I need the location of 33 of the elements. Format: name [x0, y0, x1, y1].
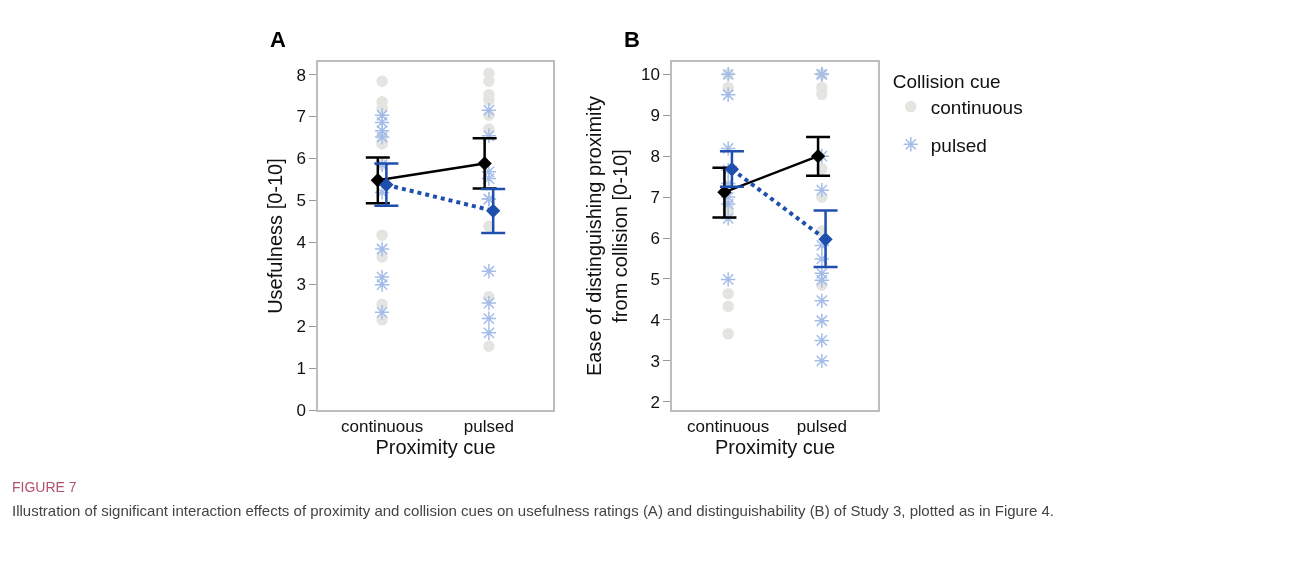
y-tick-label: 1 [296, 359, 306, 379]
y-axis-title: Usefulness [0-10] [264, 158, 287, 314]
y-tick-label: 2 [296, 317, 306, 337]
y-axis-title: Ease of distinguishing proximity from collision [0-10] [582, 95, 631, 377]
y-tick-label: 4 [296, 233, 306, 253]
legend-label: continuous [930, 96, 1023, 118]
x-axis-title: Proximity cue [714, 436, 836, 459]
y-tick-label: 7 [296, 107, 306, 127]
caption: FIGURE 7 [12, 479, 77, 495]
y-tick-label: 3 [296, 275, 306, 295]
x-tick-label: continuous [687, 417, 770, 437]
y-tick-label: 2 [650, 392, 660, 412]
y-tick-label: 8 [650, 147, 660, 167]
text: Illustration of significant interaction effects of proximity and collision cues on usefulness ratings (A) and distinguishability (B) of Study 3, plotted as in Figure 4. [12, 502, 1054, 519]
y-tick-label: 10 [640, 65, 660, 85]
legend-title: Collision cue [892, 70, 1001, 92]
y-tick-label: 5 [296, 191, 306, 211]
x-axis-title: Proximity cue [375, 436, 496, 459]
x-tick-label: continuous [340, 417, 424, 437]
y-tick-label: 3 [650, 351, 660, 371]
x-tick-label: pulsed [463, 417, 514, 437]
y-tick-label: 6 [650, 229, 660, 248]
y-tick-label: 0 [296, 400, 306, 420]
y-tick-label: 9 [650, 106, 660, 126]
chart-title: B [624, 27, 640, 52]
y-tick-label: 8 [296, 65, 306, 85]
y-tick-label: 7 [650, 188, 660, 208]
y-tick-label: 6 [296, 149, 306, 169]
legend-label: pulsed [930, 134, 987, 156]
y-tick-label: 5 [650, 269, 660, 289]
chart-title: A [270, 27, 286, 52]
y-tick-label: 4 [650, 310, 660, 330]
x-tick-label: pulsed [796, 417, 847, 437]
